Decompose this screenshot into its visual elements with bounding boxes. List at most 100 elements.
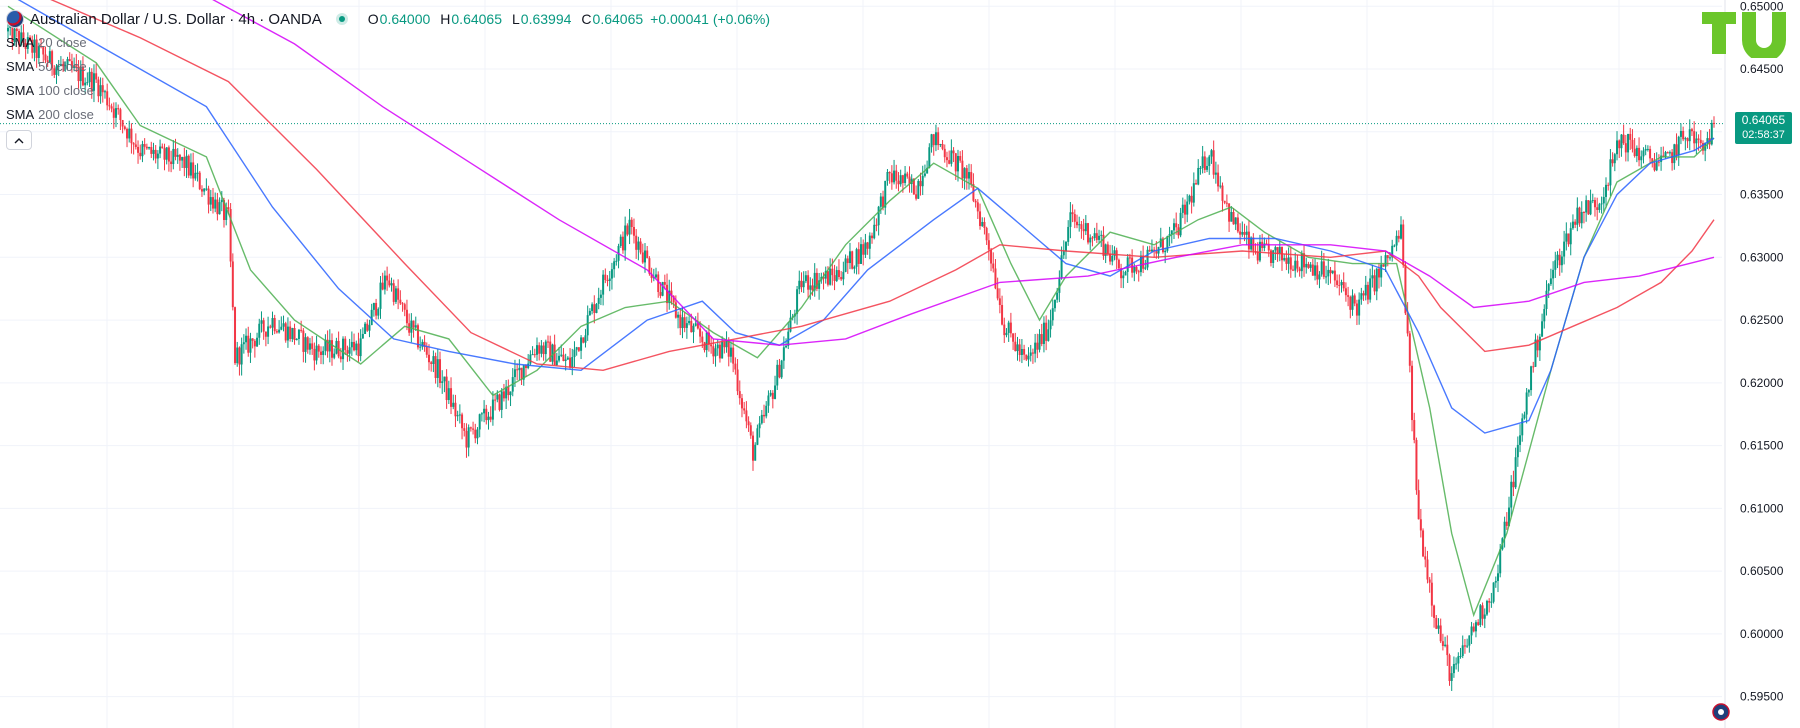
candle-body [1651,158,1654,164]
candle-body [866,242,869,249]
candle-body [130,128,133,144]
candle-body [690,320,693,333]
candle-body [1031,352,1034,354]
candle-body [1314,265,1317,276]
candle-body [172,148,175,165]
candle-body [643,250,646,263]
candle-body [1353,295,1356,304]
candle-body [223,200,226,221]
candle-body [734,363,737,370]
candle-body [802,281,805,288]
candle-body [1100,234,1103,236]
candle-body [976,202,979,212]
candle-body [1452,663,1455,674]
candle-body [1560,256,1563,266]
candle-body [275,331,278,333]
candle-body [1402,224,1405,266]
candle-body [450,388,453,407]
candle-body [1265,243,1268,245]
candle-body [1490,601,1493,603]
candle-body [1710,122,1713,145]
candle-body [110,106,113,109]
low-value: 0.63994 [520,11,572,27]
candle-body [716,344,719,349]
candle-body [540,345,543,354]
candle-body [194,172,197,179]
candle-body [829,268,832,285]
candle-body [1587,200,1590,215]
indicator-sma-20[interactable]: SMA 20 close [6,30,776,54]
candle-body [1190,195,1193,203]
indicator-sma-100[interactable]: SMA 100 close [6,78,776,102]
candle-body [1344,288,1347,296]
candle-body [886,172,889,181]
candle-body [956,156,959,172]
aud-flag-icon [6,10,24,28]
market-status-icon[interactable] [335,13,348,25]
candle-body [1256,251,1259,261]
price-axis[interactable]: 0.650000.645000.640000.635000.630000.625… [1740,0,1784,704]
price-tick-label: 0.63000 [1740,250,1784,264]
candle-body [1150,249,1153,252]
candle-body [1527,390,1530,393]
candle-body [26,37,29,49]
candle-body [710,344,713,347]
candle-body [258,323,261,338]
candle-body [844,258,847,272]
candle-body [1078,224,1081,226]
indicator-name: SMA [6,106,35,122]
candle-body [68,59,71,62]
candle-body [747,421,750,426]
candle-body [1437,625,1440,629]
candle-body [798,280,801,290]
candle-body [1660,155,1663,162]
candle-body [882,196,885,208]
candle-body [386,275,389,281]
candle-body [1532,366,1535,368]
candle-body [1223,200,1226,203]
candle-body [895,170,898,181]
candle-body [64,64,67,67]
candle-body [502,391,505,399]
candle-body [361,333,364,339]
candle-body [1472,626,1475,632]
candle-body [159,146,162,154]
indicator-sma-200[interactable]: SMA 200 close [6,102,776,126]
currency-flag-icon[interactable] [1712,703,1730,721]
candle-body [1552,269,1555,279]
candle-body [443,376,446,382]
candle-body [1514,457,1517,488]
indicator-sma-50[interactable]: SMA 50 close [6,54,776,78]
candle-body [663,282,666,285]
indicator-param: 200 close [38,106,94,122]
candle-body [134,144,137,147]
low-label: L [512,11,520,27]
candle-body [968,172,971,179]
candle-body [1316,265,1319,280]
candle-body [1311,264,1314,276]
candle-body [908,176,911,184]
candle-body [302,330,305,352]
collapse-legend-button[interactable] [6,130,32,150]
candle-body [1217,172,1220,187]
candle-body [884,180,887,208]
symbol-title[interactable]: Australian Dollar / U.S. Dollar · 4h · O… [30,10,322,28]
candle-body [1631,139,1634,149]
candle-body [621,236,624,251]
candle-body [1009,322,1012,334]
candle-body [718,344,721,359]
candle-body [480,413,483,415]
candle-body [558,355,561,361]
candle-body [901,175,904,183]
candle-body [998,298,1001,306]
candle-body [1084,223,1087,232]
candle-body [284,323,287,341]
candle-body [921,175,924,187]
candle-body [256,337,259,347]
candle-body [388,280,391,286]
candle-body [1686,138,1689,142]
candle-body [1329,269,1332,274]
candle-body [35,39,38,58]
